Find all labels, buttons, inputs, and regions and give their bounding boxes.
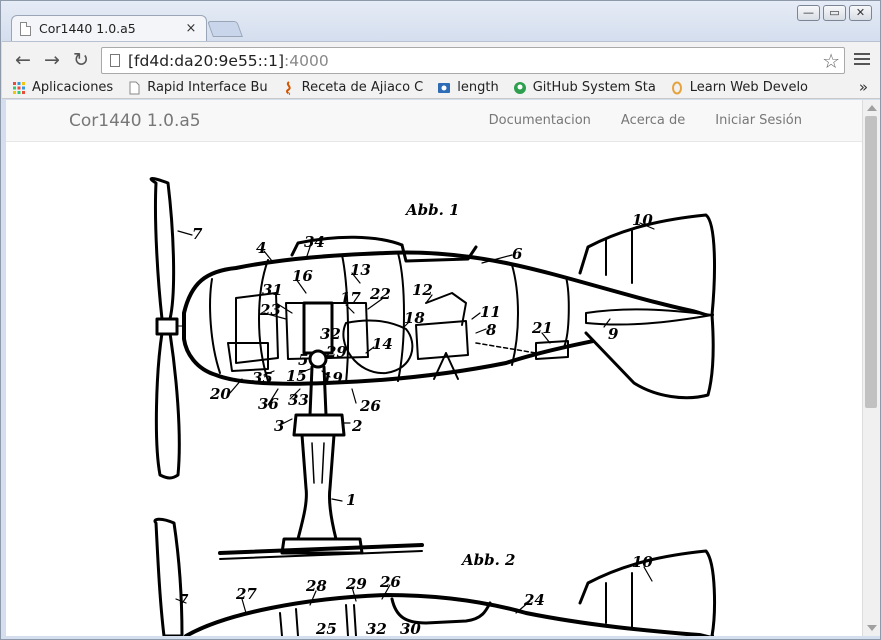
nav-link-documentacion[interactable]: Documentacion bbox=[488, 113, 591, 128]
ref-label: 27 bbox=[235, 585, 257, 603]
url-port: :4000 bbox=[284, 51, 329, 70]
ref-label: 5 bbox=[298, 351, 308, 369]
ref-label: 10 bbox=[632, 553, 653, 571]
recipe-icon bbox=[285, 80, 291, 95]
site-nav-links: Documentacion Acerca de Iniciar Sesión bbox=[489, 113, 802, 128]
ref-label: 33 bbox=[288, 391, 309, 409]
nav-link-iniciar-sesion[interactable]: Iniciar Sesión bbox=[715, 113, 802, 128]
ref-label: 9 bbox=[608, 325, 619, 343]
ref-label: 21 bbox=[531, 319, 553, 337]
page-icon bbox=[20, 21, 31, 36]
ref-label: 26 bbox=[379, 573, 401, 591]
bookmark-learn-web[interactable]: Learn Web Develo bbox=[670, 80, 808, 95]
nav-link-acerca-de[interactable]: Acerca de bbox=[620, 113, 686, 128]
maximize-button[interactable]: ▭ bbox=[823, 5, 846, 21]
figure-1-caption: Abb. 1 bbox=[404, 201, 460, 219]
ref-label: 2 bbox=[351, 417, 362, 435]
ref-label: 36 bbox=[258, 395, 279, 413]
vertical-scrollbar[interactable] bbox=[862, 100, 880, 636]
tab-title: Cor1440 1.0.a5 bbox=[39, 21, 136, 36]
new-tab-button[interactable] bbox=[207, 21, 243, 37]
ref-label: 10 bbox=[632, 211, 653, 229]
url-host: [fd4d:da20:9e55::1] bbox=[128, 51, 285, 70]
ref-label: 22 bbox=[369, 285, 391, 303]
ref-label: 6 bbox=[512, 245, 523, 263]
page-icon bbox=[110, 54, 120, 67]
bookmark-rapid-interface[interactable]: Rapid Interface Bu bbox=[127, 80, 268, 95]
forward-button[interactable]: → bbox=[44, 49, 60, 71]
scroll-up-arrow-icon[interactable] bbox=[867, 105, 877, 111]
ref-label: 35 bbox=[252, 369, 273, 387]
propeller-fig1 bbox=[149, 177, 181, 480]
tab-strip: Cor1440 1.0.a5 × — ▭ ✕ bbox=[1, 1, 880, 41]
github-icon bbox=[513, 81, 526, 94]
ref-label: 32 bbox=[366, 620, 387, 636]
ref-label: 14 bbox=[372, 335, 393, 353]
leader-lines bbox=[175, 222, 655, 614]
ref-label: 1 bbox=[346, 491, 356, 509]
ref-label: 30 bbox=[400, 620, 421, 636]
site-navbar: Cor1440 1.0.a5 Documentacion Acerca de I… bbox=[6, 100, 862, 142]
ref-label: 32 bbox=[320, 325, 341, 343]
ref-label: 7 bbox=[192, 225, 203, 243]
figure-2-caption: Abb. 2 bbox=[460, 551, 516, 569]
bookmarks-overflow-button[interactable]: » bbox=[858, 78, 868, 96]
back-button[interactable]: ← bbox=[15, 49, 31, 71]
ref-label: 31 bbox=[262, 281, 283, 299]
ref-label: 25 bbox=[315, 620, 337, 636]
chrome-menu-icon[interactable] bbox=[854, 49, 870, 69]
page-viewport: Cor1440 1.0.a5 Documentacion Acerca de I… bbox=[6, 100, 862, 636]
patent-drawing: Abb. 1 Abb. 2 7 4 34 13 22 12 6 10 31 16… bbox=[149, 177, 716, 636]
bookmark-receta-ajiaco[interactable]: Receta de Ajiaco C bbox=[282, 80, 423, 95]
bookmark-length[interactable]: length bbox=[437, 80, 499, 95]
apps-grid-icon bbox=[13, 81, 25, 94]
figure-2 bbox=[153, 517, 716, 636]
bookmark-aplicaciones[interactable]: Aplicaciones bbox=[12, 80, 113, 95]
ref-label: 4 bbox=[256, 239, 266, 257]
scroll-thumb[interactable] bbox=[865, 116, 877, 408]
tail-fig1 bbox=[578, 213, 716, 400]
ref-label: 19 bbox=[322, 369, 343, 387]
page-icon bbox=[129, 81, 140, 94]
ref-label: 26 bbox=[359, 397, 381, 415]
ref-label: 28 bbox=[305, 577, 327, 595]
ref-label: 29 bbox=[345, 575, 367, 593]
doc-icon bbox=[438, 82, 451, 93]
ref-label: 17 bbox=[340, 289, 361, 307]
scroll-down-arrow-icon[interactable] bbox=[867, 625, 877, 631]
bookmark-github-status[interactable]: GitHub System Sta bbox=[513, 80, 656, 95]
bookmarks-bar: Aplicaciones Rapid Interface Bu Receta d… bbox=[2, 77, 880, 99]
learn-icon bbox=[671, 81, 682, 94]
ref-label: 29 bbox=[325, 343, 347, 361]
tab-close-button[interactable]: × bbox=[185, 21, 197, 36]
stand-fig1 bbox=[218, 301, 424, 560]
ref-label: 34 bbox=[304, 233, 325, 251]
site-brand[interactable]: Cor1440 1.0.a5 bbox=[69, 111, 201, 131]
browser-toolbar: ← → ↻ [fd4d:da20:9e55::1]:4000 ☆ bbox=[2, 41, 880, 77]
ref-label: 24 bbox=[523, 591, 545, 609]
ref-label: 7 bbox=[178, 591, 189, 609]
ref-label: 15 bbox=[286, 367, 307, 385]
close-window-button[interactable]: ✕ bbox=[849, 5, 872, 21]
ref-label: 13 bbox=[350, 261, 371, 279]
reload-button[interactable]: ↻ bbox=[73, 49, 89, 71]
ref-label: 11 bbox=[480, 303, 501, 321]
ref-label: 20 bbox=[209, 385, 231, 403]
ref-label: 12 bbox=[412, 281, 433, 299]
ref-label: 18 bbox=[404, 309, 425, 327]
minimize-button[interactable]: — bbox=[797, 5, 820, 21]
ref-label: 8 bbox=[486, 321, 497, 339]
ref-label: 3 bbox=[274, 417, 284, 435]
window-controls: — ▭ ✕ bbox=[797, 5, 872, 21]
ref-label: 23 bbox=[259, 301, 281, 319]
address-bar[interactable]: [fd4d:da20:9e55::1]:4000 ☆ bbox=[101, 47, 845, 74]
browser-tab[interactable]: Cor1440 1.0.a5 × bbox=[11, 15, 207, 41]
ref-label: 16 bbox=[292, 267, 313, 285]
bookmark-star-icon[interactable]: ☆ bbox=[822, 49, 840, 73]
